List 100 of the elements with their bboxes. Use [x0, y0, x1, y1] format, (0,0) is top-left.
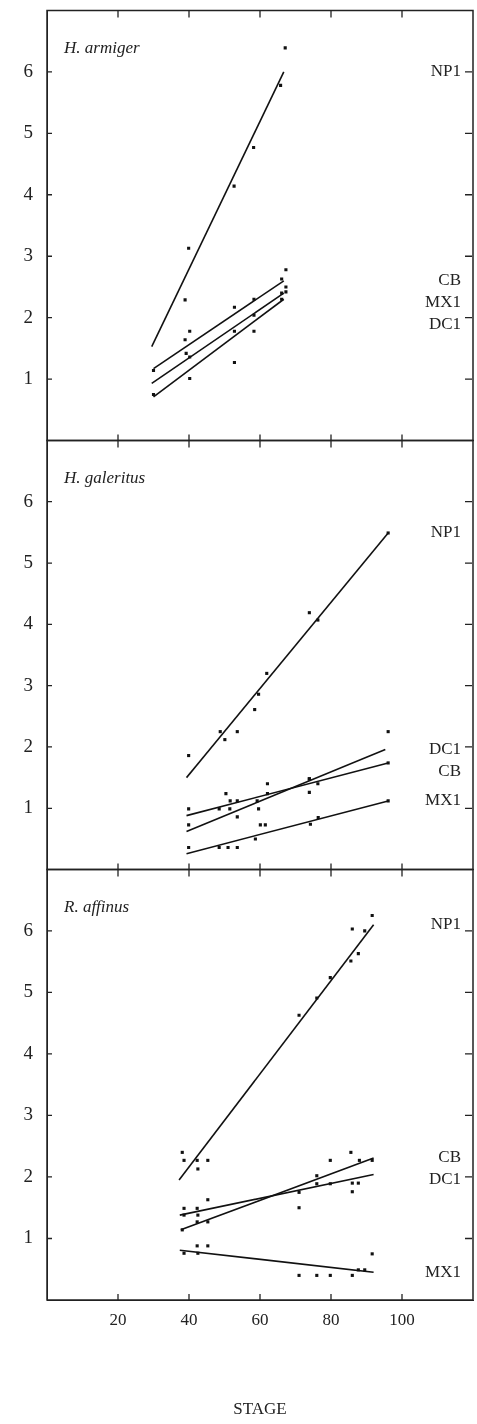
x-axis-title: STAGE [233, 1399, 287, 1419]
point [328, 1158, 332, 1162]
point [188, 376, 192, 381]
text: CB [438, 1147, 461, 1167]
point [232, 305, 236, 309]
text: DC1 [428, 314, 461, 334]
point [223, 738, 227, 742]
y-tick-label: 5 [23, 121, 33, 143]
x-tick-label: 40 [180, 1309, 198, 1329]
point [363, 1268, 367, 1272]
point [253, 837, 257, 841]
point [235, 730, 239, 734]
point [357, 1158, 361, 1162]
y-tick-label: 5 [23, 980, 33, 1002]
y-tick-label: 2 [23, 734, 33, 756]
point [315, 1273, 319, 1277]
text: MX1 [425, 1261, 461, 1281]
point [279, 83, 283, 87]
point [280, 297, 284, 301]
point [151, 392, 156, 397]
point [257, 692, 261, 696]
point [255, 799, 259, 803]
point [217, 807, 221, 811]
point [258, 823, 262, 827]
point [226, 845, 230, 850]
point [280, 277, 284, 281]
point [283, 46, 287, 50]
point [188, 355, 192, 359]
point [253, 708, 257, 712]
x-tick-label: 20 [109, 1309, 127, 1329]
point [297, 1013, 301, 1017]
point [180, 1150, 184, 1154]
text: NP1 [430, 522, 461, 542]
point [315, 996, 319, 1000]
point [363, 929, 367, 933]
point [206, 1244, 210, 1248]
y-tick-label: 5 [23, 551, 33, 573]
point [183, 338, 187, 342]
point [252, 329, 256, 333]
point [265, 671, 269, 675]
point [182, 1206, 186, 1210]
point [284, 290, 288, 294]
point [284, 268, 288, 272]
point [187, 246, 191, 250]
point [315, 1174, 319, 1178]
x-tick-label: 100 [389, 1309, 415, 1329]
point [217, 845, 221, 850]
point [182, 1213, 186, 1217]
point [187, 845, 191, 850]
text: NP1 [430, 61, 461, 81]
point [280, 291, 284, 295]
point [195, 1220, 199, 1224]
point [232, 184, 236, 188]
point [187, 754, 191, 758]
point [188, 329, 192, 333]
y-tick-label: 2 [23, 1164, 33, 1186]
x-tick-label: 80 [322, 1309, 340, 1329]
text: DC1 [428, 1169, 461, 1189]
point [370, 1252, 374, 1256]
point [252, 313, 256, 317]
point [257, 807, 261, 811]
point [356, 952, 360, 956]
text: R. affinus [63, 897, 130, 917]
point [284, 285, 288, 289]
text: DC1 [428, 738, 461, 758]
text: CB [438, 270, 461, 290]
point [235, 815, 239, 819]
text: H. galeritus [63, 468, 146, 488]
point [316, 618, 320, 622]
y-tick-label: 2 [23, 305, 33, 327]
y-tick-label: 3 [23, 1103, 33, 1125]
point [182, 1251, 186, 1255]
point [349, 959, 353, 963]
point [316, 815, 320, 820]
point [206, 1158, 210, 1162]
point [180, 1228, 184, 1232]
point [370, 913, 374, 918]
y-tick-label: 6 [23, 489, 33, 511]
point [265, 782, 270, 786]
point [350, 927, 354, 931]
point [350, 1190, 354, 1194]
point [252, 145, 256, 150]
y-tick-label: 4 [23, 182, 34, 204]
point [195, 1244, 199, 1248]
point [307, 790, 311, 794]
point [183, 298, 187, 302]
point [356, 1268, 360, 1272]
point [206, 1198, 210, 1202]
point [228, 807, 232, 811]
point [184, 351, 188, 355]
point [263, 823, 267, 827]
point [328, 1273, 332, 1277]
point [315, 1182, 319, 1186]
point [232, 329, 236, 333]
point [316, 782, 320, 786]
point [235, 845, 239, 850]
point [195, 1206, 199, 1210]
point [218, 730, 222, 734]
y-tick-label: 1 [23, 796, 33, 818]
text: NP1 [430, 914, 461, 934]
